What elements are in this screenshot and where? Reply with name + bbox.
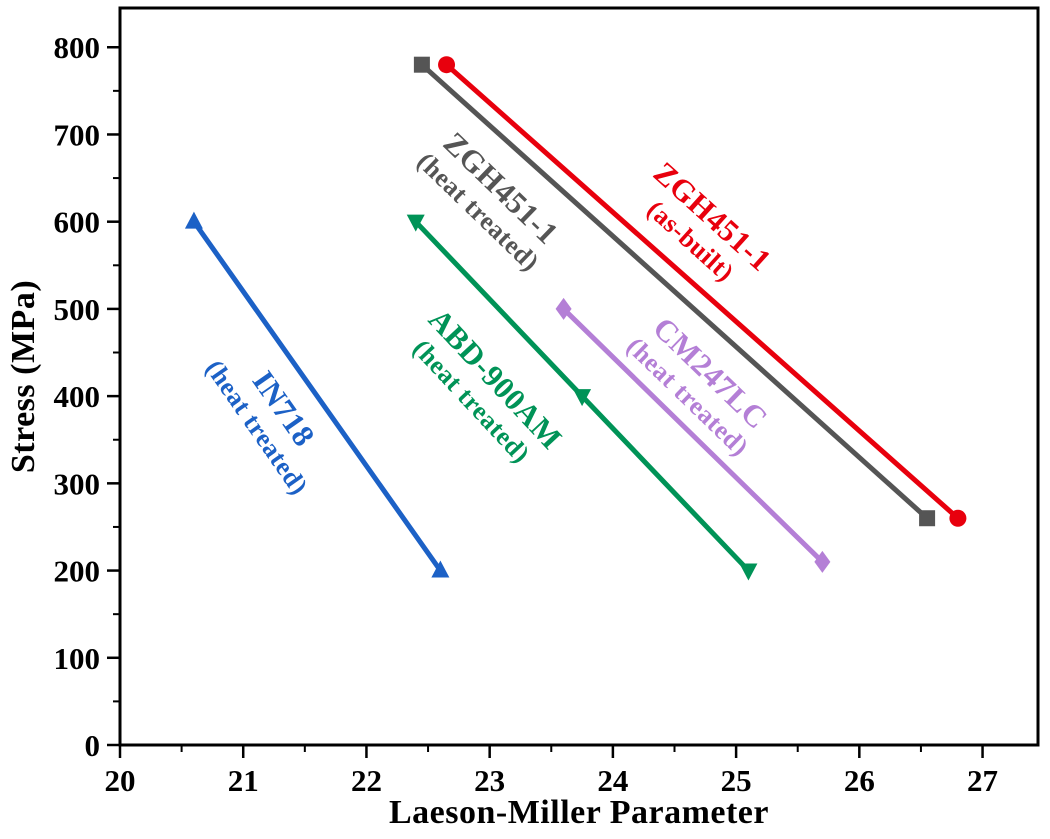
series-zgh451-1-heat-treated: ZGH451-1(heat treated) bbox=[412, 56, 936, 527]
circle-marker bbox=[438, 56, 456, 74]
x-tick-label: 24 bbox=[597, 763, 628, 798]
triangle-down-marker bbox=[573, 389, 592, 407]
y-tick-label: 100 bbox=[54, 641, 101, 676]
y-tick-label: 300 bbox=[54, 466, 101, 501]
y-tick-label: 0 bbox=[85, 728, 101, 763]
triangle-up-marker bbox=[184, 211, 203, 229]
series-line bbox=[191, 219, 443, 574]
series-line bbox=[444, 62, 961, 521]
x-tick-label: 23 bbox=[474, 763, 505, 798]
series-in718-heat-treated: IN718(heat treated) bbox=[184, 211, 450, 578]
square-marker bbox=[413, 56, 430, 73]
x-tick-label: 22 bbox=[351, 763, 382, 798]
diamond-marker bbox=[814, 550, 831, 573]
y-tick-label: 800 bbox=[54, 30, 101, 65]
x-tick-label: 27 bbox=[967, 763, 998, 798]
y-tick-label: 700 bbox=[54, 117, 101, 152]
y-tick-label: 500 bbox=[54, 292, 101, 327]
y-tick-label: 600 bbox=[54, 205, 101, 240]
triangle-up-marker bbox=[431, 560, 450, 578]
x-axis-title: Laeson-Miller Parameter bbox=[389, 794, 769, 831]
plot-frame bbox=[118, 6, 1040, 747]
triangle-down-marker bbox=[406, 214, 425, 232]
series-cm247lc-heat-treated: CM247LC(heat treated) bbox=[555, 297, 831, 573]
diamond-marker bbox=[555, 297, 572, 320]
x-tick-label: 25 bbox=[721, 763, 752, 798]
series-label: ZGH451-1(as-built) bbox=[641, 155, 778, 287]
y-tick-label: 400 bbox=[54, 379, 101, 414]
y-axis-title: Stress (MPa) bbox=[5, 280, 42, 473]
x-tick-label: 26 bbox=[844, 763, 875, 798]
series-line bbox=[419, 62, 930, 521]
x-tick-label: 21 bbox=[228, 763, 259, 798]
x-tick-label: 20 bbox=[105, 763, 136, 798]
circle-marker bbox=[949, 509, 967, 527]
triangle-down-marker bbox=[739, 563, 758, 581]
series-label: CM247LC(heat treated) bbox=[621, 310, 775, 462]
y-tick-label: 200 bbox=[54, 554, 101, 589]
series-line bbox=[561, 306, 825, 565]
square-marker bbox=[919, 510, 936, 527]
series-label: IN718(heat treated) bbox=[200, 355, 322, 501]
series-label: ABD-900AM(heat treated) bbox=[407, 302, 569, 469]
series-label: ZGH451-1(heat treated) bbox=[412, 125, 566, 277]
